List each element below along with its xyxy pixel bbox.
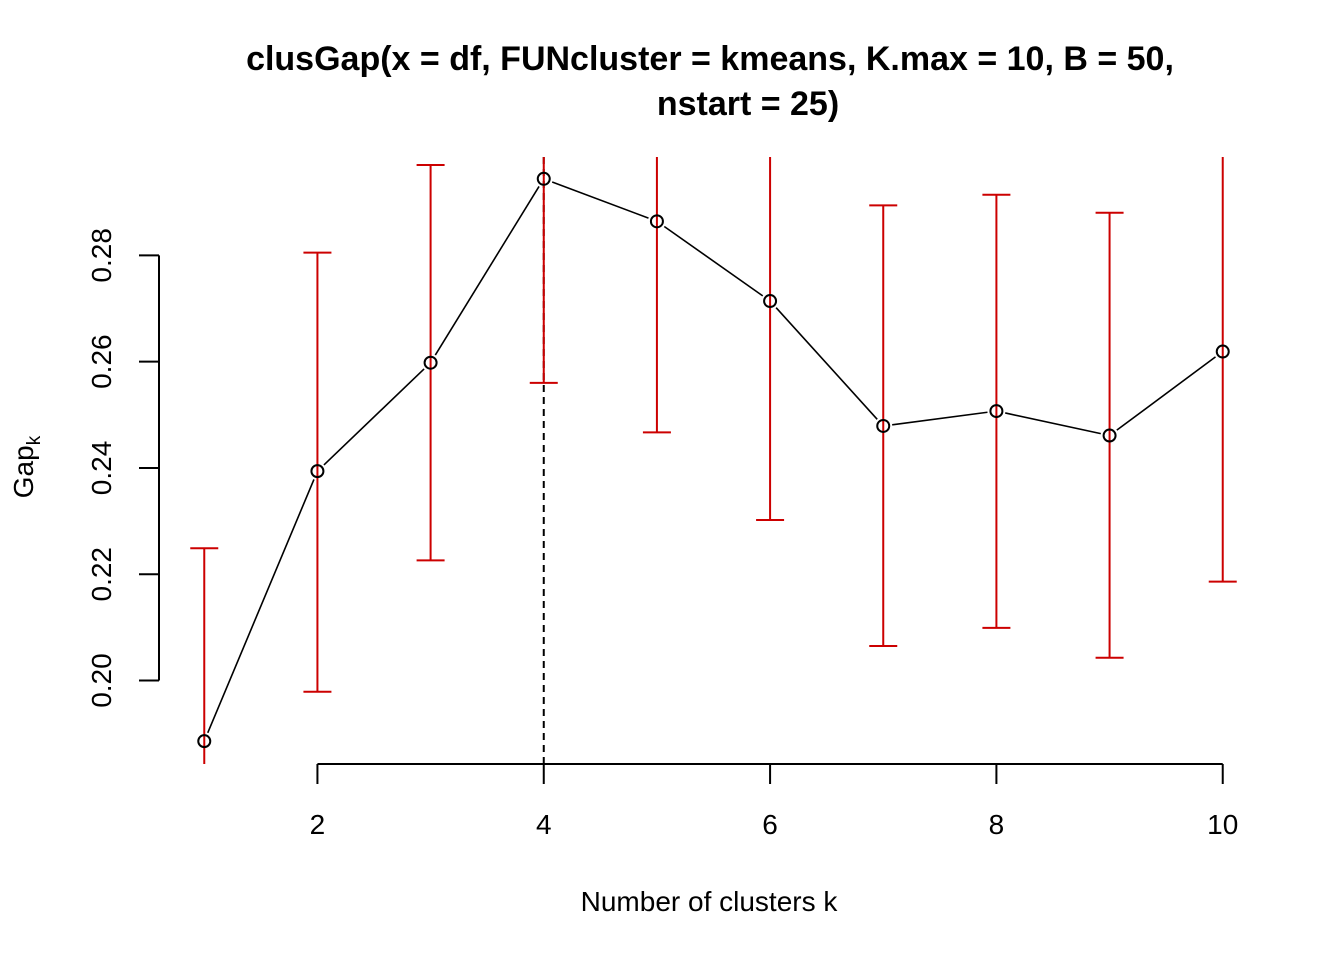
- x-tick-label: 8: [989, 809, 1005, 840]
- x-axis: 2 4 6 8 10: [310, 763, 1238, 840]
- gap-point: [1102, 428, 1117, 443]
- error-bar: [416, 163, 445, 562]
- gap-point: [536, 171, 551, 186]
- gap-line-segment: [323, 368, 425, 466]
- error-bars: [190, 157, 1237, 764]
- error-bar: [190, 547, 219, 764]
- y-axis-label-main: Gap: [8, 445, 39, 498]
- error-bar: [982, 193, 1011, 629]
- error-bar: [303, 251, 332, 693]
- gap-line-segment: [1116, 356, 1216, 431]
- error-bar: [529, 157, 558, 384]
- y-tick-label: 0.28: [86, 228, 117, 283]
- gap-line-segment: [663, 225, 764, 297]
- gap-line-segment: [775, 307, 878, 420]
- error-bar: [1208, 157, 1237, 583]
- gap-point: [197, 734, 212, 749]
- y-tick-label: 0.26: [86, 334, 117, 389]
- gap-point: [1215, 344, 1230, 359]
- y-tick-label: 0.24: [86, 441, 117, 496]
- y-axis-label: Gapk: [8, 435, 45, 498]
- x-tick-label: 10: [1207, 809, 1238, 840]
- gap-line-segment: [1005, 412, 1101, 435]
- error-bar: [1095, 211, 1124, 659]
- gap-point: [649, 214, 664, 229]
- gap-line-segment: [434, 186, 540, 356]
- x-axis-label: Number of clusters k: [581, 886, 839, 917]
- error-bar: [869, 204, 898, 648]
- x-tick-label: 2: [310, 809, 326, 840]
- gap-point: [423, 355, 438, 370]
- x-tick-label: 4: [536, 809, 552, 840]
- gap-line-segment: [892, 411, 988, 426]
- chart-title-line-2: nstart = 25): [657, 85, 839, 123]
- gap-point: [310, 464, 325, 479]
- gap-series: [207, 181, 1216, 734]
- y-axis: 0.20 0.22 0.24 0.26 0.28: [86, 228, 160, 708]
- gap-points: [197, 171, 1230, 749]
- x-tick-label: 6: [762, 809, 778, 840]
- gap-point: [763, 294, 778, 309]
- gap-line-segment: [551, 181, 649, 219]
- chart-title-line-1: clusGap(x = df, FUNcluster = kmeans, K.m…: [246, 40, 1174, 78]
- gap-point: [876, 418, 891, 433]
- gap-point: [989, 404, 1004, 419]
- y-tick-label: 0.22: [86, 547, 117, 602]
- y-axis-label-subscript: k: [24, 435, 45, 445]
- error-bar: [642, 157, 671, 434]
- gap-line-segment: [207, 479, 315, 734]
- error-bar: [756, 157, 785, 522]
- y-tick-label: 0.20: [86, 653, 117, 708]
